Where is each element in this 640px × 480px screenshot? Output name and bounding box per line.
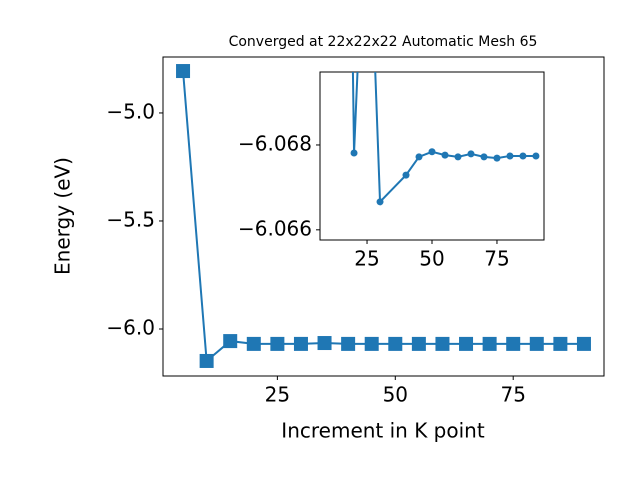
marker	[293, 336, 308, 351]
x-tick-label: 50	[419, 247, 444, 271]
x-tick-label: 50	[383, 383, 408, 407]
marker	[576, 336, 591, 351]
x-tick-label: 75	[500, 383, 525, 407]
marker	[341, 336, 356, 351]
y-tick-label: −5.0	[106, 99, 155, 123]
series	[350, 72, 540, 206]
marker	[246, 336, 261, 351]
y-tick-label: −6.066	[238, 216, 312, 240]
marker	[467, 150, 475, 158]
y-tick-label: −6.068	[238, 131, 312, 155]
y-tick-label: −6.0	[106, 315, 155, 339]
marker	[199, 353, 214, 368]
series	[176, 64, 591, 368]
marker	[459, 336, 474, 351]
x-tick-label: 25	[265, 383, 290, 407]
marker	[350, 149, 358, 157]
marker	[376, 198, 384, 206]
marker	[388, 336, 403, 351]
marker	[519, 152, 527, 160]
x-tick-label: 75	[484, 247, 509, 271]
marker	[553, 336, 568, 351]
marker	[506, 152, 514, 160]
chart-title: Converged at 22x22x22 Automatic Mesh 65	[229, 34, 538, 50]
marker	[270, 336, 285, 351]
marker	[482, 336, 497, 351]
marker	[480, 153, 488, 161]
marker	[506, 336, 521, 351]
marker	[317, 336, 332, 351]
marker	[223, 334, 238, 349]
marker	[493, 154, 501, 162]
marker	[435, 336, 450, 351]
marker	[364, 336, 379, 351]
marker	[428, 148, 436, 156]
marker	[176, 64, 191, 79]
marker	[411, 336, 426, 351]
marker	[454, 153, 462, 161]
x-axis-label: Increment in K point	[281, 419, 485, 443]
marker	[415, 153, 423, 161]
x-tick-label: 25	[354, 247, 379, 271]
marker	[529, 336, 544, 351]
y-tick-label: −5.5	[106, 207, 155, 231]
y-axis-label: Energy (eV)	[51, 157, 75, 275]
marker	[402, 171, 410, 179]
marker	[441, 151, 449, 159]
marker	[532, 152, 540, 160]
